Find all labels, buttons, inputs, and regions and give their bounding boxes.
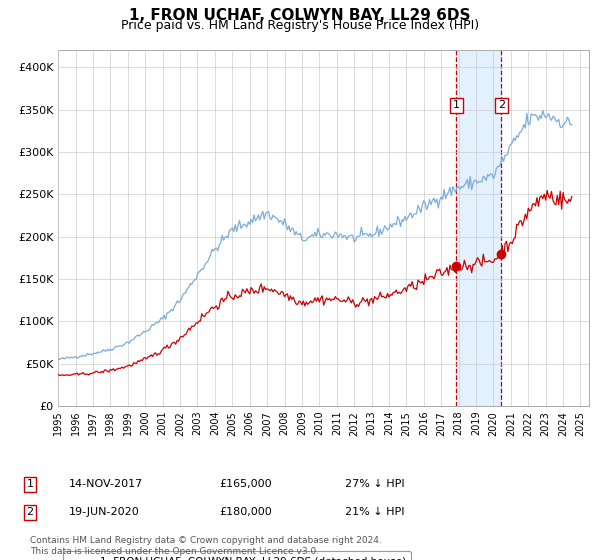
Legend: 1, FRON UCHAF, COLWYN BAY, LL29 6DS (detached house), HPI: Average price, detach: 1, FRON UCHAF, COLWYN BAY, LL29 6DS (det… — [64, 551, 411, 560]
Text: 1: 1 — [453, 100, 460, 110]
Text: 2: 2 — [498, 100, 505, 110]
Bar — [457, 50, 502, 406]
Text: 1: 1 — [26, 479, 34, 489]
Text: £165,000: £165,000 — [219, 479, 272, 489]
Text: 14-NOV-2017: 14-NOV-2017 — [69, 479, 143, 489]
Text: 27% ↓ HPI: 27% ↓ HPI — [345, 479, 404, 489]
Text: Contains HM Land Registry data © Crown copyright and database right 2024.
This d: Contains HM Land Registry data © Crown c… — [30, 536, 382, 556]
Text: Price paid vs. HM Land Registry's House Price Index (HPI): Price paid vs. HM Land Registry's House … — [121, 18, 479, 32]
Text: 1, FRON UCHAF, COLWYN BAY, LL29 6DS: 1, FRON UCHAF, COLWYN BAY, LL29 6DS — [129, 8, 471, 23]
Text: 19-JUN-2020: 19-JUN-2020 — [69, 507, 140, 517]
Text: £180,000: £180,000 — [219, 507, 272, 517]
Text: 2: 2 — [26, 507, 34, 517]
Text: 21% ↓ HPI: 21% ↓ HPI — [345, 507, 404, 517]
